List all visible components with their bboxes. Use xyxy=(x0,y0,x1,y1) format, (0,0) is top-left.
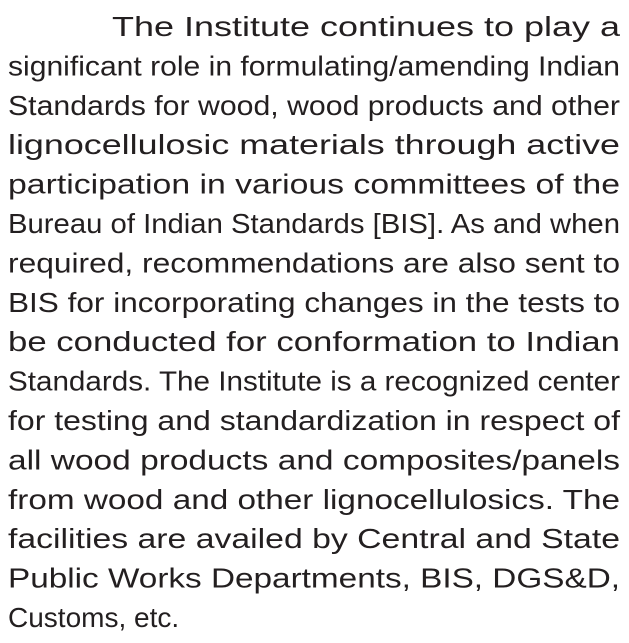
paragraph-line: Standards for wood, wood products and ot… xyxy=(8,90,620,121)
paragraph-line: be conducted for conformation to Indian xyxy=(8,326,620,357)
paragraph-line: required, recommendations are also sent … xyxy=(8,247,620,278)
paragraph-line: The Institute continues to play a xyxy=(112,11,621,42)
paragraph-line: BIS for incorporating changes in the tes… xyxy=(8,287,620,318)
paragraph-line: Public Works Departments, BIS, DGS&D, xyxy=(8,563,620,594)
paragraph-line: Bureau of Indian Standards [BIS]. As and… xyxy=(8,208,620,239)
paragraph-line: participation in various committees of t… xyxy=(8,169,620,200)
paragraph-line: for testing and standardization in respe… xyxy=(8,405,620,436)
paragraph-line: Standards. The Institute is a recognized… xyxy=(8,366,620,397)
paragraph-line: from wood and other lignocellulosics. Th… xyxy=(8,484,620,515)
paragraph-line: lignocellulosic materials through active xyxy=(8,129,620,160)
paragraph-line: significant role in formulating/amending… xyxy=(8,50,620,81)
paragraph-line: all wood products and composites/panels xyxy=(8,444,620,475)
paragraph-line: Customs, etc. xyxy=(8,602,179,633)
paragraph-line: facilities are availed by Central and St… xyxy=(8,523,620,554)
